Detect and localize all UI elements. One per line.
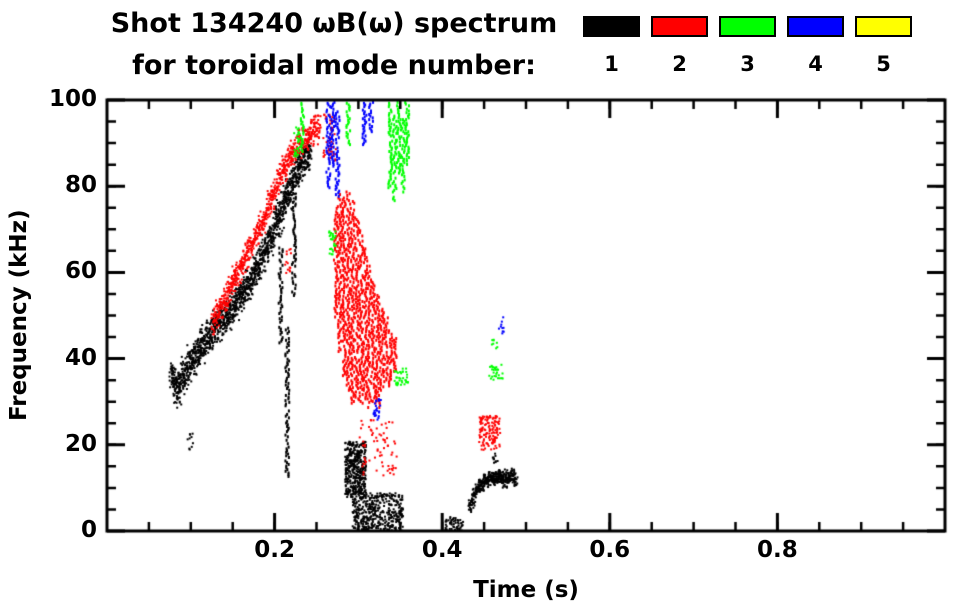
y-tick-label: 20 (64, 430, 97, 457)
y-tick-label: 0 (80, 517, 97, 543)
x-tick-label: 0.8 (757, 537, 798, 563)
x-tick-label: 0.2 (254, 537, 295, 563)
y-axis-title: Frequency (kHz) (6, 209, 32, 422)
x-tick-label: 0.6 (589, 537, 631, 563)
y-tick-label: 40 (64, 344, 97, 371)
y-tick-label: 60 (64, 258, 97, 285)
y-tick-label: 100 (48, 86, 97, 112)
x-tick-label: 0.4 (421, 537, 463, 563)
y-tick-label: 80 (64, 172, 97, 199)
x-axis-title: Time (s) (473, 577, 579, 603)
